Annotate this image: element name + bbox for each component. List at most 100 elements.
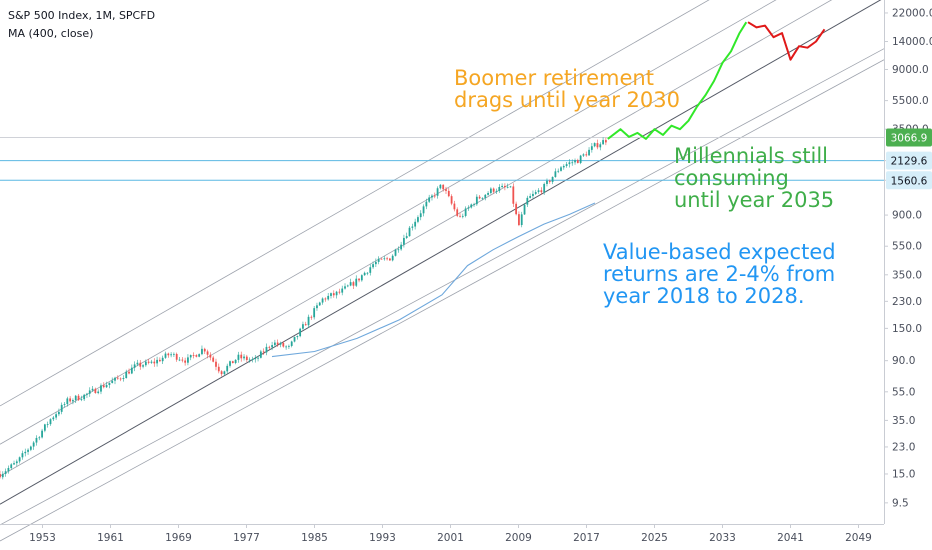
regression-channels xyxy=(0,0,885,542)
candle-body xyxy=(388,258,391,261)
candle-body xyxy=(91,388,94,391)
price-label-text: 1560.6 xyxy=(891,175,928,187)
candle-body xyxy=(271,345,273,348)
candle-body xyxy=(344,286,346,289)
candle-body xyxy=(582,154,585,156)
candle-body xyxy=(579,155,582,163)
candle-body xyxy=(49,419,52,425)
candle-body xyxy=(128,371,130,374)
candle-body xyxy=(447,190,450,197)
candle-body xyxy=(254,358,257,360)
candle-body xyxy=(565,164,568,166)
y-tick-label: 5500.0 xyxy=(892,95,929,107)
price-label-text: 3066.9 xyxy=(891,133,928,145)
candle-body xyxy=(41,430,43,438)
annotation-line: drags until year 2030 xyxy=(454,88,680,113)
candle-body xyxy=(130,367,133,374)
annotation-line: year 2018 to 2028. xyxy=(603,284,805,309)
candle-body xyxy=(142,365,144,367)
candle-body xyxy=(330,293,332,296)
candle-body xyxy=(352,282,355,286)
candle-body xyxy=(1,473,4,478)
candle-body xyxy=(526,197,529,205)
candle-body xyxy=(562,165,565,168)
candle-body xyxy=(484,194,487,198)
candle-body xyxy=(237,354,240,360)
price-label-text: 2129.6 xyxy=(891,156,928,168)
candle-body xyxy=(332,293,335,296)
candle-body xyxy=(363,272,366,276)
candle-body xyxy=(66,398,69,405)
candle-body xyxy=(515,203,518,215)
candle-body xyxy=(506,186,509,188)
candle-body xyxy=(518,214,520,226)
candle-body xyxy=(403,237,405,245)
candle-body xyxy=(189,355,192,358)
annotation-line: consuming xyxy=(674,166,789,191)
candle-body xyxy=(557,170,560,172)
candle-body xyxy=(548,180,551,182)
x-tick-label: 1985 xyxy=(301,532,328,544)
candle-body xyxy=(585,154,588,156)
candle-body xyxy=(288,345,290,347)
candle-body xyxy=(7,467,10,472)
candle-body xyxy=(108,382,111,385)
candle-body xyxy=(80,399,83,401)
channel-line xyxy=(0,59,885,542)
candle-body xyxy=(212,357,215,362)
candle-body xyxy=(492,188,495,192)
candle-body xyxy=(63,404,66,405)
candle-body xyxy=(167,353,170,356)
price-labels: 3066.9 2129.6 1560.6 xyxy=(886,128,932,190)
channel-line xyxy=(0,0,882,505)
candle-body xyxy=(10,464,13,468)
candle-body xyxy=(422,206,425,214)
y-tick-label: 15.0 xyxy=(892,468,915,480)
candle-body xyxy=(461,215,464,217)
candle-body xyxy=(321,298,324,303)
candle-body xyxy=(94,388,97,394)
candle-body xyxy=(304,324,307,326)
candle-body xyxy=(428,197,431,202)
candle-body xyxy=(184,360,187,363)
y-tick-label: 230.0 xyxy=(892,296,922,308)
candle-body xyxy=(431,195,433,198)
candle-body xyxy=(470,204,473,208)
candle-body xyxy=(223,371,226,375)
candle-body xyxy=(259,351,262,358)
candle-body xyxy=(310,316,313,318)
candle-body xyxy=(560,167,562,171)
candle-body xyxy=(604,140,607,143)
candle-body xyxy=(346,285,349,287)
candle-body xyxy=(554,171,557,177)
candle-body xyxy=(245,356,248,361)
candle-body xyxy=(599,144,602,148)
candle-body xyxy=(537,190,540,193)
candle-body xyxy=(74,395,77,401)
candle-body xyxy=(161,357,164,362)
x-tick-label: 1961 xyxy=(97,532,124,544)
candle-body xyxy=(417,217,419,222)
y-axis-ticks: 22000.014000.09000.05500.03500.02129.615… xyxy=(884,7,932,509)
y-tick-label: 9000.0 xyxy=(892,64,929,76)
candle-body xyxy=(574,160,576,163)
candle-body xyxy=(43,424,46,431)
channel-line xyxy=(0,48,885,526)
candle-body xyxy=(302,324,304,329)
candle-body xyxy=(532,193,534,197)
candle-body xyxy=(69,398,72,402)
candle-body xyxy=(372,264,374,268)
candle-body xyxy=(425,201,428,207)
candle-body xyxy=(195,355,198,357)
x-tick-label: 1977 xyxy=(233,532,260,544)
candle-body xyxy=(369,267,372,273)
candle-body xyxy=(279,342,282,345)
candle-body xyxy=(18,457,21,462)
candle-body xyxy=(192,355,195,356)
candle-body xyxy=(316,305,318,309)
candle-body xyxy=(251,359,254,360)
candle-body xyxy=(386,258,388,260)
price-label-box xyxy=(886,128,932,147)
candle-body xyxy=(551,176,554,182)
